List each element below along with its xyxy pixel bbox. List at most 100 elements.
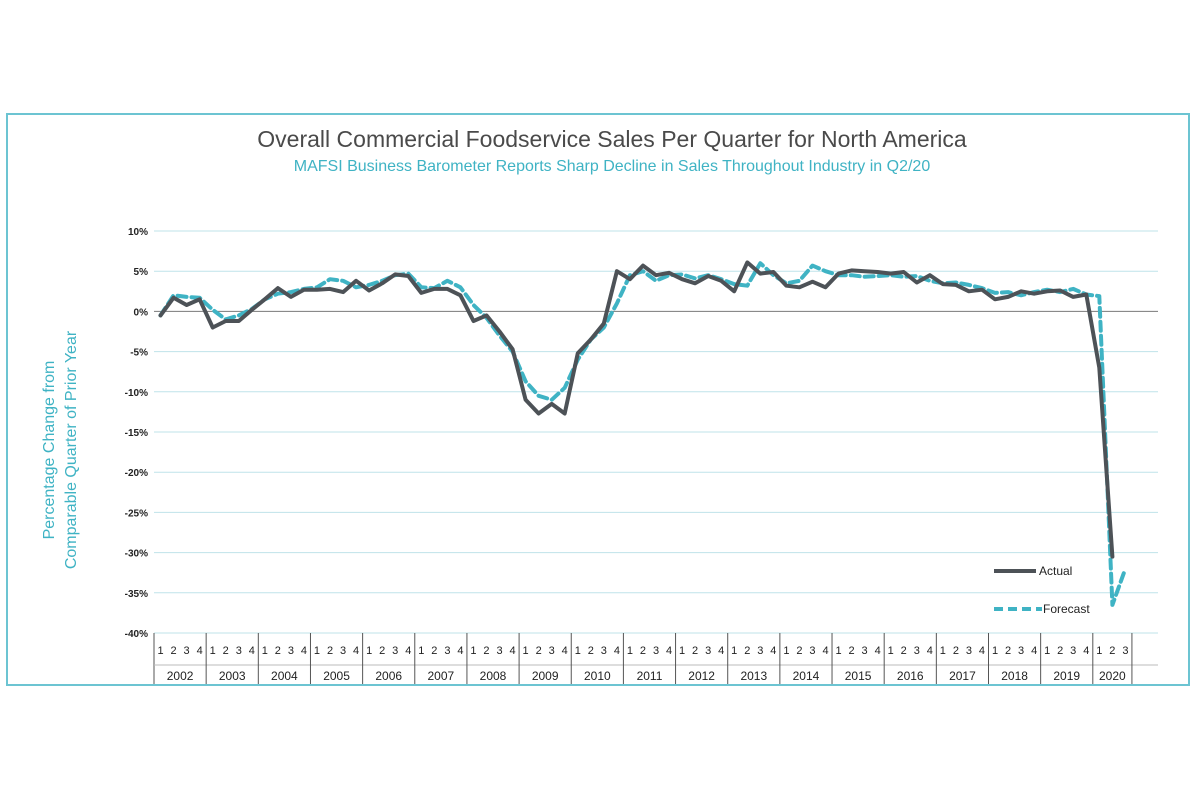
quarter-label: 2 [170,645,176,657]
quarter-label: 1 [157,645,163,657]
quarter-label: 3 [809,645,815,657]
chart-frame: Overall Commercial Foodservice Sales Per… [6,113,1190,686]
year-label: 2018 [1001,669,1028,683]
quarter-label: 2 [640,645,646,657]
year-label: 2015 [845,669,872,683]
line-chart: Overall Commercial Foodservice Sales Per… [41,126,1158,684]
y-tick-label: -15% [125,428,148,439]
y-tick-label: 10% [128,227,148,238]
chart-subtitle: MAFSI Business Barometer Reports Sharp D… [294,158,931,175]
quarter-label: 2 [1057,645,1063,657]
quarter-label: 2 [483,645,489,657]
quarter-label: 2 [849,645,855,657]
quarter-label: 4 [875,645,881,657]
quarter-label: 3 [1018,645,1024,657]
y-tick-label: -5% [130,348,148,359]
grid-lines [154,230,1158,634]
legend-label-forecast: Forecast [1043,602,1090,616]
year-label: 2014 [793,669,820,683]
quarter-label: 3 [288,645,294,657]
quarter-label: 1 [366,645,372,657]
quarter-label: 4 [1031,645,1037,657]
quarter-label: 3 [705,645,711,657]
quarter-label: 2 [327,645,333,657]
quarter-label: 4 [562,645,568,657]
quarter-label: 3 [496,645,502,657]
year-label: 2011 [637,669,663,683]
quarter-label: 3 [601,645,607,657]
quarter-label: 1 [314,645,320,657]
series-line-forecast [158,261,1128,607]
quarter-label: 1 [783,645,789,657]
legend-label-actual: Actual [1039,564,1072,578]
y-axis-label-line-2: Comparable Quarter of Prior Year [63,330,80,569]
quarter-label: 3 [914,645,920,657]
quarter-label: 4 [301,645,307,657]
quarter-label: 2 [796,645,802,657]
year-label: 2008 [480,669,507,683]
chart-title: Overall Commercial Foodservice Sales Per… [257,126,967,152]
quarter-label: 3 [862,645,868,657]
year-label: 2013 [740,669,767,683]
y-axis-label-line-1: Percentage Change from [41,361,58,540]
quarter-label: 3 [1122,645,1128,657]
quarter-label: 2 [901,645,907,657]
quarter-label: 1 [210,645,216,657]
y-tick-label: -40% [125,629,148,640]
quarter-label: 4 [457,645,463,657]
quarter-label: 3 [340,645,346,657]
y-tick-labels: 10% 5% 0% -5% -10% -15% -20% -25% -30% -35% -40% [125,227,148,640]
quarter-label: 1 [992,645,998,657]
quarter-label: 3 [757,645,763,657]
quarter-label: 2 [275,645,281,657]
quarter-label: 4 [927,645,933,657]
quarter-label: 1 [575,645,581,657]
quarter-label: 1 [523,645,529,657]
quarter-label: 1 [940,645,946,657]
year-label: 2002 [167,669,194,683]
year-label: 2003 [219,669,246,683]
quarter-label: 1 [1096,645,1102,657]
quarter-label: 3 [444,645,450,657]
year-label: 2009 [532,669,559,683]
quarter-label: 1 [418,645,424,657]
quarter-label: 1 [262,645,268,657]
year-label: 2017 [949,669,976,683]
quarter-label: 4 [353,645,359,657]
quarter-label: 2 [692,645,698,657]
quarter-label: 1 [470,645,476,657]
y-tick-label: -20% [125,468,148,479]
y-tick-label: -25% [125,508,148,519]
year-label: 2019 [1053,669,1080,683]
quarter-label: 4 [249,645,255,657]
year-label: 2006 [375,669,402,683]
quarter-label: 4 [822,645,828,657]
quarter-label: 1 [679,645,685,657]
quarter-label: 2 [379,645,385,657]
quarter-label: 4 [405,645,411,657]
year-label: 2007 [428,669,455,683]
quarter-label: 3 [549,645,555,657]
y-tick-label: 0% [134,307,149,318]
quarter-label: 1 [888,645,894,657]
quarter-label: 2 [431,645,437,657]
quarter-label: 3 [392,645,398,657]
year-label: 2012 [688,669,715,683]
quarter-label: 2 [744,645,750,657]
quarter-label: 2 [223,645,229,657]
quarter-label: 4 [614,645,620,657]
quarter-label: 3 [653,645,659,657]
quarter-label: 2 [1005,645,1011,657]
quarter-label: 1 [627,645,633,657]
quarter-label: 2 [588,645,594,657]
year-label: 2020 [1099,669,1126,683]
quarter-label: 4 [770,645,776,657]
year-label: 2004 [271,669,298,683]
y-tick-label: -35% [125,589,148,600]
legend: Actual Forecast [994,564,1090,616]
quarter-label: 1 [1044,645,1050,657]
year-label: 2010 [584,669,611,683]
quarter-label: 4 [979,645,985,657]
quarter-label: 2 [536,645,542,657]
